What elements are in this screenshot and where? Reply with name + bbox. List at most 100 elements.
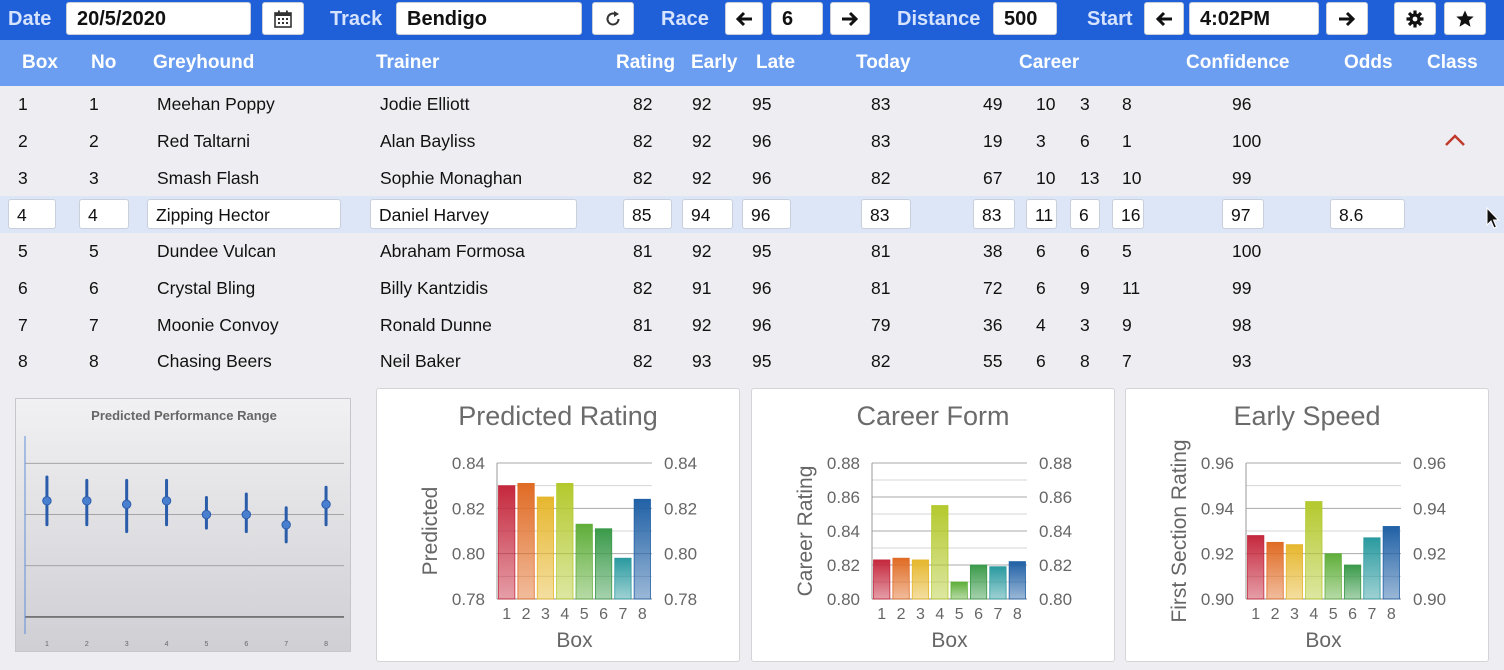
race-next-button[interactable] [830, 2, 870, 35]
number-cell[interactable]: 4 [79, 199, 129, 230]
x-tick-label: 4 [935, 606, 944, 623]
arrow-left-icon [735, 11, 752, 26]
predicted-rating-title: Predicted Rating [458, 401, 658, 431]
early-cell[interactable]: 94 [682, 199, 733, 230]
career-thirds-cell: 10 [1122, 167, 1142, 188]
greyhound-cell[interactable]: Zipping Hector [147, 199, 341, 230]
today-cell: 83 [871, 94, 891, 114]
start-time-field[interactable]: 4:02PM [1189, 2, 1319, 35]
x-tick-label: 8 [1387, 606, 1396, 623]
greyhound-cell: Meehan Poppy [157, 94, 275, 114]
trainer-cell[interactable]: Daniel Harvey [370, 199, 577, 230]
x-tick-label: 1 [1251, 606, 1260, 623]
column-header-today[interactable]: Today [856, 52, 911, 73]
column-header-box[interactable]: Box [22, 52, 58, 73]
trainer-cell: Jodie Elliott [380, 94, 470, 114]
trainer-cell: Sophie Monaghan [380, 167, 523, 188]
table-row[interactable]: 5 5 Dundee Vulcan Abraham Formosa 81 92 95 81 38… [0, 233, 1504, 270]
table-row[interactable]: 4 4 Zipping Hector Daniel Harvey 85 94 96 83 83 1… [0, 196, 1504, 233]
number-cell: 1 [89, 94, 99, 114]
career-starts-cell: 36 [983, 314, 1003, 335]
early-cell: 93 [692, 351, 712, 372]
trainer-cell: Abraham Formosa [380, 241, 525, 261]
greyhound-cell: Crystal Bling [157, 277, 256, 298]
career-thirds-cell[interactable]: 16 [1112, 199, 1144, 230]
table-row[interactable]: 7 7 Moonie Convoy Ronald Dunne 81 92 96 79 36 4 3 9… [0, 307, 1504, 344]
number-cell: 7 [89, 314, 99, 335]
column-header-no[interactable]: No [91, 52, 117, 73]
box-cell[interactable]: 4 [8, 199, 56, 230]
odds-cell[interactable]: 8.6 [1330, 199, 1405, 230]
date-field[interactable]: 20/5/2020 [66, 2, 251, 35]
confidence-cell[interactable]: 97 [1222, 199, 1264, 230]
trainer-cell: Ronald Dunne [380, 314, 492, 335]
career-wins-cell: 6 [1036, 241, 1046, 261]
career-wins-cell: 3 [1036, 130, 1046, 151]
y-tick-label-right: 0.82 [664, 499, 697, 518]
career-wins-cell: 6 [1036, 351, 1046, 372]
star-icon [1456, 10, 1474, 27]
track-field[interactable]: Bendigo [396, 2, 582, 35]
distance-field[interactable]: 500 [993, 2, 1057, 35]
bar [1305, 501, 1323, 600]
settings-button[interactable] [1394, 2, 1436, 35]
today-cell[interactable]: 83 [861, 199, 911, 230]
runner-table: 1 1 Meehan Poppy Jodie Elliott 82 92 95 83 49 10 3… [0, 86, 1504, 380]
start-next-button[interactable] [1326, 2, 1368, 35]
refresh-button[interactable] [592, 2, 634, 35]
x-tick-label: 7 [284, 641, 288, 648]
column-header-odds[interactable]: Odds [1344, 52, 1393, 73]
gear-icon [1406, 10, 1424, 27]
bar [517, 483, 535, 600]
late-cell: 96 [752, 130, 772, 151]
table-row[interactable]: 2 2 Red Taltarni Alan Bayliss 82 92 96 83 19 3 6 1 1… [0, 123, 1504, 160]
table-row[interactable]: 1 1 Meehan Poppy Jodie Elliott 82 92 95 83 49 10 3… [0, 86, 1504, 123]
table-row[interactable]: 6 6 Crystal Bling Billy Kantzidis 82 91 96 81 72… [0, 270, 1504, 307]
start-prev-button[interactable] [1144, 2, 1184, 35]
column-header-trainer[interactable]: Trainer [376, 52, 440, 73]
bar [892, 557, 910, 600]
career-wins-cell: 4 [1036, 314, 1046, 335]
today-cell: 79 [871, 314, 891, 335]
late-cell: 96 [752, 314, 772, 335]
trainer-cell: Neil Baker [380, 351, 461, 372]
greyhound-cell: Moonie Convoy [157, 314, 279, 335]
y-tick-label-right: 0.80 [1039, 590, 1072, 609]
number-cell: 6 [89, 277, 99, 298]
column-header-late[interactable]: Late [756, 52, 796, 73]
late-cell: 96 [752, 167, 772, 188]
number-cell: 2 [89, 130, 99, 151]
career-thirds-cell: 5 [1122, 241, 1132, 261]
box-cell: 6 [18, 277, 28, 298]
column-header-career[interactable]: Career [1019, 52, 1080, 73]
column-header-greyhound[interactable]: Greyhound [153, 52, 255, 73]
career-starts-cell: 72 [983, 277, 1003, 298]
race-field[interactable]: 6 [771, 2, 823, 35]
table-row[interactable]: 8 8 Chasing Beers Neil Baker 82 93 95 82 55 6 8 7 93 [0, 343, 1504, 380]
data-point [121, 499, 132, 509]
column-header-early[interactable]: Early [691, 52, 738, 73]
chevron-up-icon[interactable] [1444, 133, 1466, 147]
favorite-button[interactable] [1444, 2, 1486, 35]
late-cell[interactable]: 96 [742, 199, 791, 230]
y-tick-label-left: 0.82 [452, 499, 485, 518]
career-seconds-cell[interactable]: 6 [1070, 199, 1100, 230]
column-header-class[interactable]: Class [1427, 52, 1478, 73]
track-label: Track [330, 8, 383, 30]
table-row[interactable]: 3 3 Smash Flash Sophie Monaghan 82 92 96 82 67 10… [0, 160, 1504, 197]
rating-cell: 81 [633, 314, 653, 335]
calendar-icon [274, 10, 292, 28]
rating-cell[interactable]: 85 [623, 199, 672, 230]
today-cell: 83 [871, 130, 891, 151]
calendar-button[interactable] [262, 2, 304, 35]
confidence-cell: 100 [1232, 130, 1262, 151]
x-tick-label: 2 [85, 641, 89, 648]
column-header-confidence[interactable]: Confidence [1186, 52, 1290, 73]
bar [1266, 541, 1284, 600]
race-prev-button[interactable] [725, 2, 763, 35]
column-header-rating[interactable]: Rating [616, 52, 676, 73]
predicted-rating-card: Predicted Rating 0.84 0.84 0.82 0.82 0.80 0.8… [376, 388, 740, 662]
career-wins-cell[interactable]: 11 [1026, 199, 1057, 230]
career-starts-cell[interactable]: 83 [973, 199, 1015, 230]
x-tick-label: 6 [599, 606, 608, 623]
